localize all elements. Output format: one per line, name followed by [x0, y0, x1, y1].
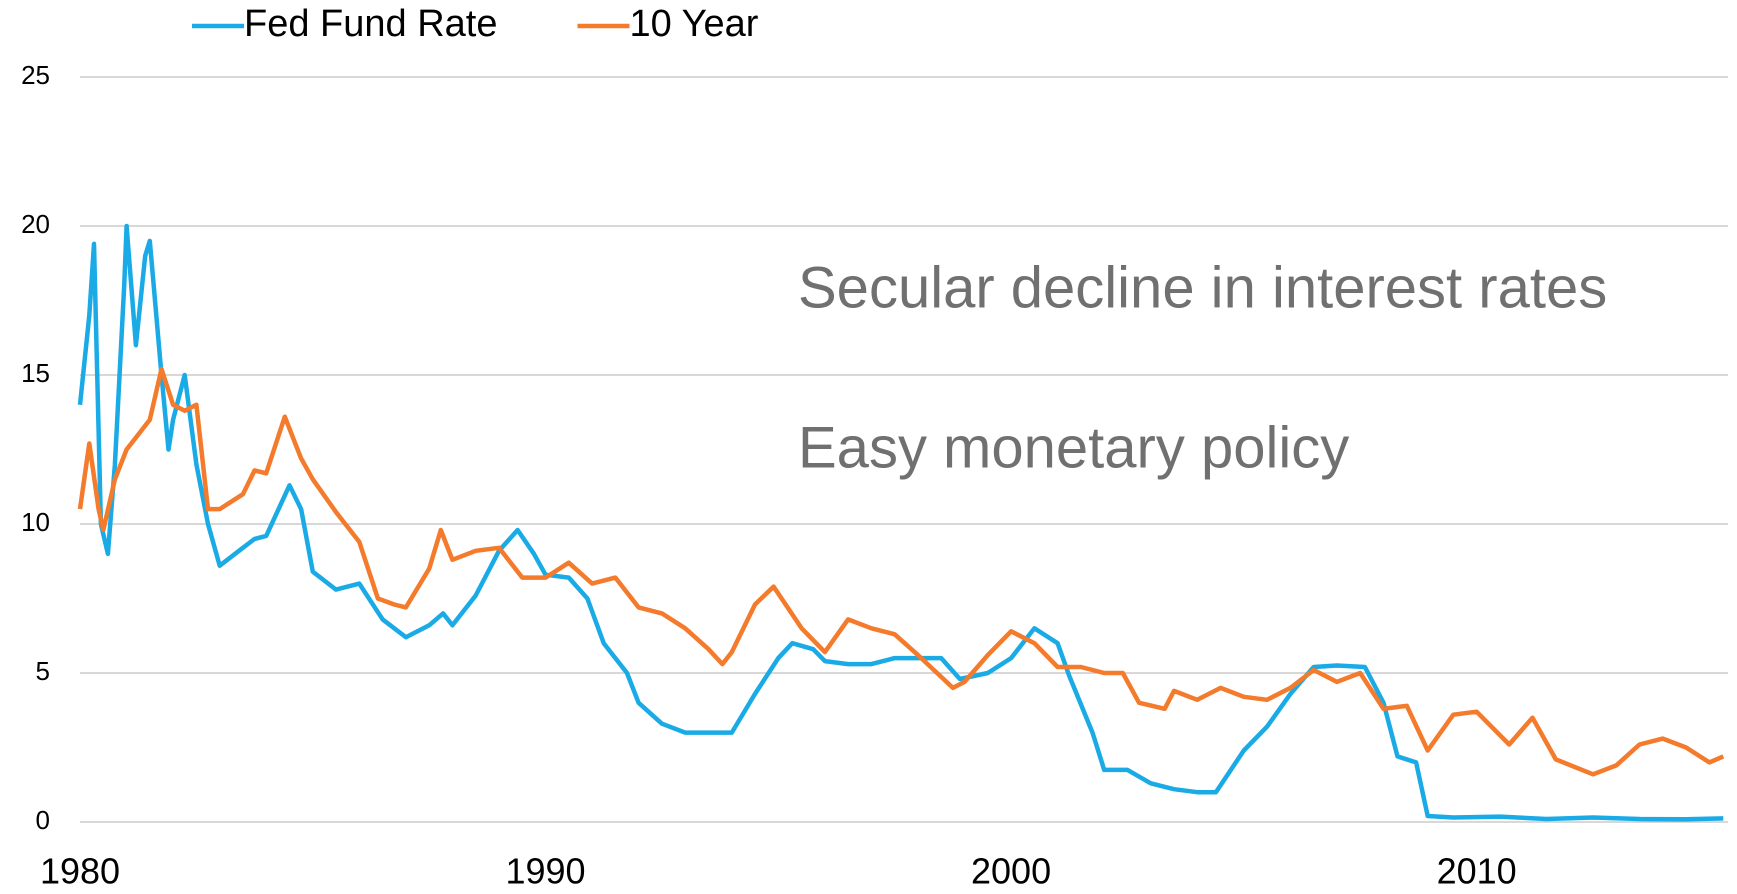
x-tick-label: 2000 [971, 851, 1051, 892]
annotation: Easy monetary policy [798, 415, 1349, 480]
x-tick-label: 1980 [40, 851, 120, 892]
y-tick-label: 25 [21, 60, 50, 90]
series-line [77, 223, 1724, 822]
legend-label: 10 Year [629, 3, 758, 45]
x-tick-label: 2010 [1437, 851, 1517, 892]
y-tick-label: 5 [36, 656, 50, 686]
x-tick-label: 1990 [505, 851, 585, 892]
series-line [77, 366, 1725, 777]
y-tick-label: 10 [21, 507, 50, 537]
legend-label: Fed Fund Rate [244, 3, 497, 45]
y-tick-label: 20 [21, 209, 50, 239]
y-tick-label: 15 [21, 358, 50, 388]
annotation: Secular decline in interest rates [798, 255, 1607, 320]
y-tick-label: 0 [36, 805, 50, 835]
